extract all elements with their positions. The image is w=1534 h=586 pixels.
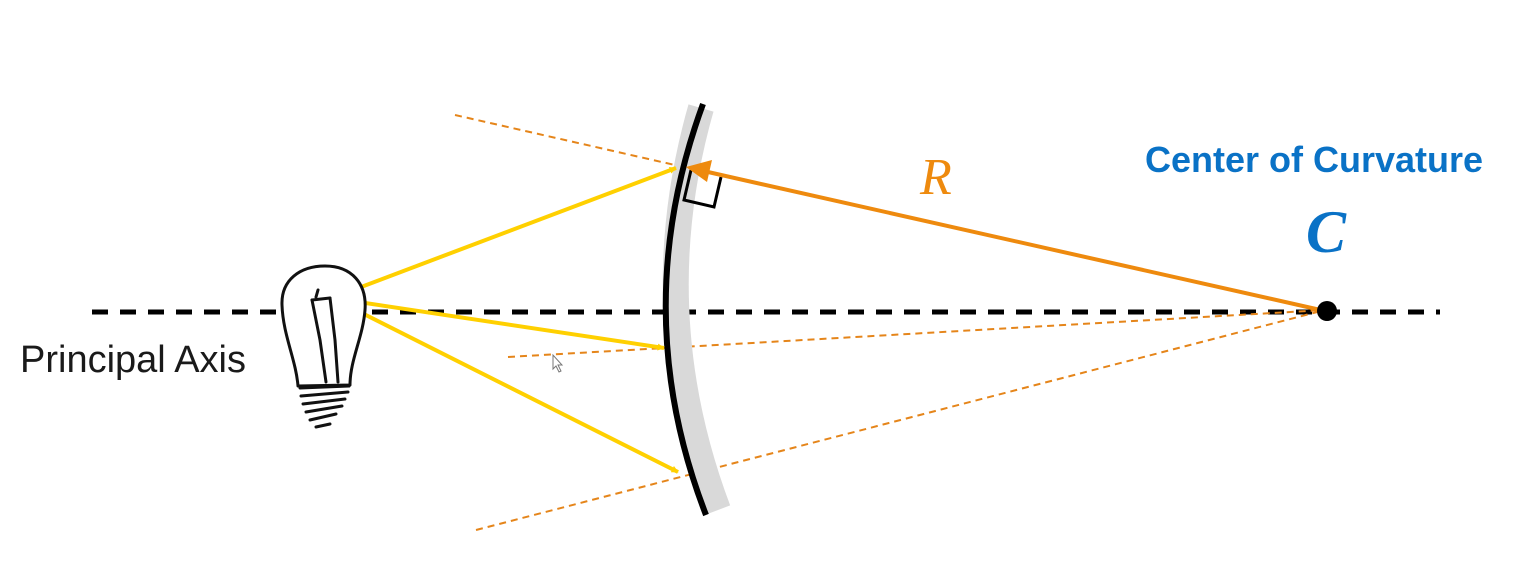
principal-axis-label: Principal Axis (20, 339, 246, 381)
incident-ray-top (331, 166, 677, 300)
center-symbol-label: C (1306, 199, 1347, 265)
incident-ray-bottom (331, 296, 679, 474)
center-of-curvature-label: Center of Curvature (1145, 139, 1483, 180)
light-bulb-icon (280, 264, 367, 429)
radius-line (707, 170, 1326, 313)
right-angle-marker (682, 169, 723, 209)
concave-mirror-surface (662, 102, 709, 517)
incident-ray-middle (331, 296, 665, 351)
mouse-pointer-icon (552, 353, 564, 373)
normal-extension-line-middle (507, 309, 1326, 358)
mirror-backing (662, 104, 731, 515)
radius-arrowhead (686, 160, 712, 182)
normal-extension-line-top (454, 114, 689, 169)
radius-symbol-label: R (919, 149, 952, 206)
center-of-curvature-point (1317, 301, 1337, 321)
normal-extension-line-bottom (475, 309, 1326, 531)
